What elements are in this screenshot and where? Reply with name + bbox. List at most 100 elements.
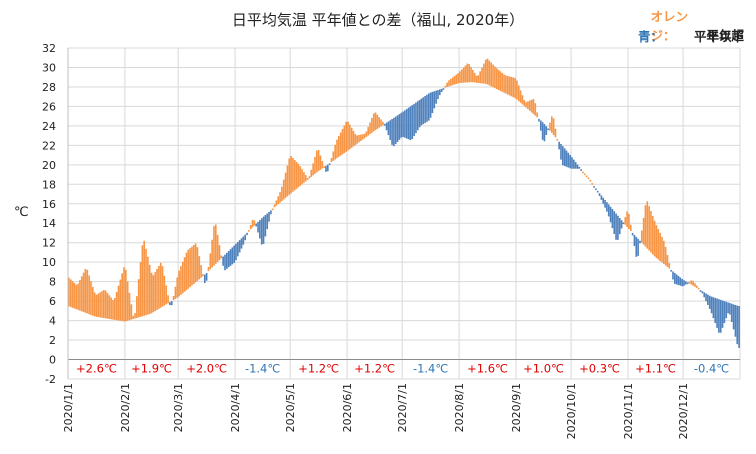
daily-bar [147,256,149,315]
daily-bar [692,280,694,286]
daily-bar [91,286,94,316]
daily-bar [259,220,261,239]
daily-bar [596,190,599,193]
daily-bar [220,255,223,259]
daily-bar [461,69,463,83]
daily-bar [279,192,281,203]
daily-bar [591,183,594,185]
x-tick-label: 2020/1/1 [62,383,75,432]
y-tick-label: 30 [42,61,56,74]
chart-title: 日平均気温 平年値との差（福山, 2020年） [231,11,525,29]
daily-bar [125,269,127,322]
daily-bar [398,114,401,140]
daily-bar [563,148,566,166]
daily-bar [659,232,661,262]
daily-bar [347,121,349,151]
daily-bar [156,268,158,310]
monthly-anomaly-label: +2.0℃ [186,362,227,376]
daily-bar [350,127,353,148]
daily-bar [299,166,302,186]
daily-bar [110,297,112,320]
daily-bar [389,120,392,140]
daily-bar [95,294,98,317]
daily-bar [657,229,660,260]
daily-bar [490,62,493,87]
daily-bar [178,270,180,297]
x-tick-label: 2020/5/1 [284,383,297,432]
daily-bar [455,74,458,84]
daily-bar [394,116,397,145]
daily-bar [629,224,632,232]
daily-bar [712,297,715,319]
daily-bar [325,165,327,172]
daily-bar [158,265,160,309]
daily-bar [479,71,482,84]
daily-bar [422,97,425,125]
daily-bar [224,254,226,271]
y-tick-label: -2 [45,373,56,386]
daily-bar [587,177,590,180]
daily-bar [615,213,617,240]
daily-bar [143,240,146,316]
daily-bar [648,206,650,251]
daily-bar [697,287,700,290]
daily-bar [218,245,221,261]
daily-bar [214,224,217,264]
daily-bar [429,92,432,118]
daily-bar [341,128,344,155]
monthly-anomaly-label: +0.3℃ [579,362,620,376]
daily-bar [372,113,375,132]
daily-bar [233,245,235,263]
daily-bar [475,75,478,83]
daily-bar [541,122,544,140]
daily-bar [249,224,252,230]
daily-bar [571,157,573,169]
daily-bar [534,103,537,116]
daily-bar [310,169,313,177]
y-tick-label: 22 [42,139,56,152]
daily-bar [226,252,228,269]
daily-bar [734,305,737,337]
daily-bar [554,128,557,138]
y-tick-label: 18 [42,178,56,191]
daily-bar [148,264,151,315]
daily-bar [527,101,529,110]
daily-bar [292,158,294,192]
daily-bar [440,88,443,93]
daily-bar [427,93,430,121]
daily-bar [84,268,87,313]
monthly-anomaly-label: -0.4℃ [694,362,729,376]
daily-bar [448,80,450,87]
legend-entry-below: 青： 平年以下 [638,26,744,45]
daily-bar [290,156,292,194]
daily-bar [301,169,303,185]
daily-bar [104,290,107,319]
daily-bar [574,162,577,169]
daily-bar [528,100,531,111]
daily-bar [628,213,630,230]
daily-bar [729,303,731,315]
daily-bar [345,121,347,152]
daily-bar [407,107,410,140]
legend-label-below: 平年以下 [693,29,744,44]
daily-bar [438,89,441,96]
daily-bar [246,232,248,236]
daily-bar [369,122,371,135]
daily-bar [547,128,549,131]
daily-bar [251,219,254,228]
daily-bar [213,226,215,266]
daily-bar [595,188,597,191]
daily-bar [334,144,336,160]
daily-bar [562,146,564,166]
y-tick-label: 2 [49,334,56,347]
daily-bar [317,150,320,171]
daily-bar [242,236,245,245]
daily-bar [626,211,628,227]
y-tick-label: 26 [42,100,56,113]
daily-bar [550,116,553,133]
daily-bar [576,164,579,169]
daily-bar [141,245,144,317]
daily-bar [323,166,325,168]
daily-bar [578,166,581,169]
